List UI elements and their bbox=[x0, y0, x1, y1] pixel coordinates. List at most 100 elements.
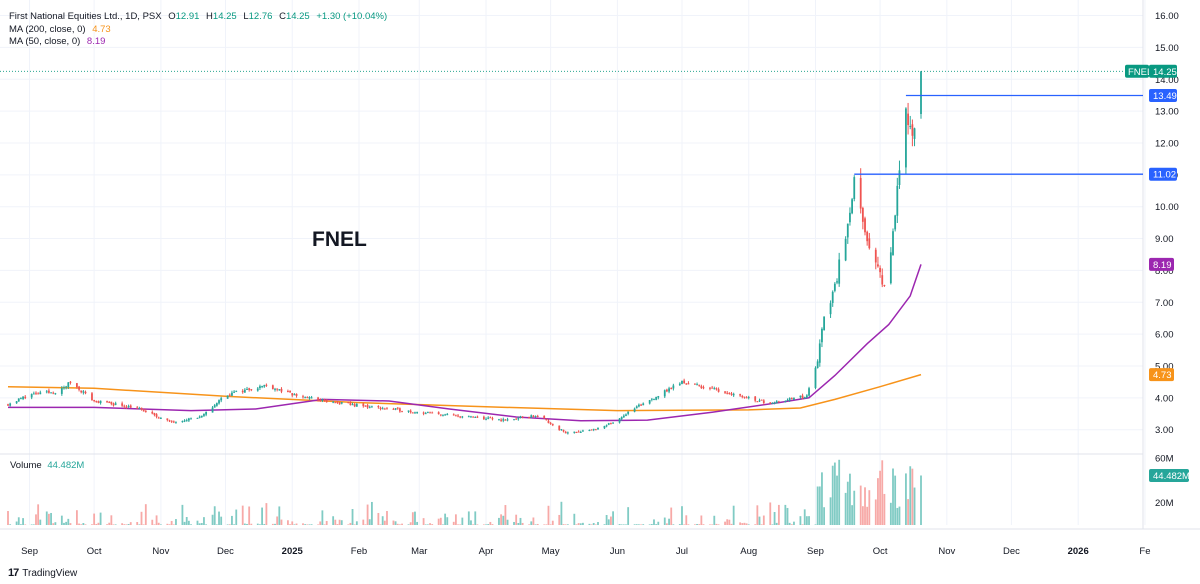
legend-row-ma50[interactable]: MA (50, close, 0) 8.19 bbox=[9, 36, 387, 49]
volume-bar bbox=[123, 524, 126, 525]
candle-body bbox=[263, 385, 266, 387]
volume-bar bbox=[181, 504, 184, 525]
candle-body bbox=[308, 397, 311, 399]
candle-body bbox=[517, 417, 520, 420]
volume-bar bbox=[334, 519, 337, 525]
time-tick-label: Sep bbox=[21, 546, 38, 557]
ma50-path bbox=[8, 264, 922, 422]
candle-body bbox=[416, 411, 419, 413]
volume-bar bbox=[310, 524, 313, 525]
candle-body bbox=[911, 124, 914, 136]
volume-bar bbox=[183, 521, 186, 525]
volume-bar bbox=[534, 524, 537, 525]
volume-bar bbox=[190, 524, 192, 525]
legend-row-symbol: First National Equities Ltd., 1D, PSX O1… bbox=[9, 11, 387, 24]
time-tick-label: Sep bbox=[807, 546, 824, 557]
candle-body bbox=[769, 402, 772, 404]
time-tick-label: 2026 bbox=[1068, 546, 1089, 557]
close-value: 14.25 bbox=[285, 11, 310, 22]
volume-bar bbox=[138, 524, 141, 525]
volume-bar bbox=[491, 524, 494, 525]
volume-bar bbox=[347, 524, 350, 525]
candle-body bbox=[424, 413, 427, 415]
candle-body bbox=[685, 383, 688, 385]
volume-bar bbox=[745, 523, 748, 525]
candle-body bbox=[93, 400, 96, 402]
volume-bar bbox=[30, 524, 33, 525]
volume-bar bbox=[319, 521, 322, 525]
volume-bar bbox=[20, 524, 22, 525]
volume-bar bbox=[144, 504, 147, 525]
volume-bar bbox=[877, 478, 879, 525]
candle-body bbox=[610, 423, 612, 425]
volume-legend[interactable]: Volume 44.482M bbox=[10, 460, 84, 471]
candle-body bbox=[803, 397, 806, 399]
volume-bar bbox=[398, 524, 401, 525]
candle-body bbox=[127, 406, 130, 408]
candle-body bbox=[756, 401, 759, 403]
volume-tick-label: 20M bbox=[1155, 498, 1174, 509]
candle-body bbox=[362, 403, 365, 407]
volume-bar bbox=[687, 524, 690, 525]
candle-body bbox=[696, 384, 698, 386]
candle-body bbox=[125, 406, 128, 408]
legend-row-ma200[interactable]: MA (200, close, 0) 4.73 bbox=[9, 24, 387, 37]
volume-bar bbox=[879, 470, 881, 525]
volume-tick-label: 60M bbox=[1155, 454, 1174, 465]
volume-bar bbox=[241, 505, 244, 525]
volume-bar bbox=[452, 521, 455, 525]
volume-bar bbox=[472, 524, 475, 525]
candle-body bbox=[99, 400, 102, 404]
candle-body bbox=[319, 400, 322, 402]
volume-bar bbox=[110, 515, 113, 525]
candle-body bbox=[543, 415, 546, 419]
volume-bar bbox=[638, 524, 640, 525]
candle-body bbox=[332, 401, 335, 403]
chart-grid bbox=[0, 0, 1200, 530]
candle-body bbox=[323, 399, 326, 401]
volume-bar bbox=[513, 521, 515, 525]
volume-bar bbox=[702, 524, 705, 525]
candle-body bbox=[321, 399, 324, 401]
candle-body bbox=[655, 396, 658, 400]
candle-body bbox=[622, 415, 625, 418]
footer-brand[interactable]: 17 TradingView bbox=[8, 567, 77, 579]
candle-body bbox=[588, 429, 591, 431]
candle-body bbox=[422, 412, 425, 414]
volume-bar bbox=[82, 522, 85, 525]
candle-body bbox=[457, 415, 459, 417]
volume-bar bbox=[407, 524, 410, 525]
candle-body bbox=[545, 418, 548, 421]
volume-bar bbox=[196, 520, 199, 525]
price-tick-label: 3.00 bbox=[1155, 425, 1174, 436]
volume-bar bbox=[263, 524, 266, 525]
candle-body bbox=[467, 416, 470, 418]
candle-body bbox=[907, 113, 909, 126]
candle-body bbox=[851, 199, 853, 214]
volume-bar bbox=[528, 524, 531, 525]
candle-body bbox=[883, 285, 886, 287]
candle-body bbox=[612, 422, 614, 424]
volume-bar bbox=[424, 524, 427, 525]
high-value: 14.25 bbox=[212, 11, 237, 22]
volume-bar bbox=[868, 490, 871, 525]
volume-bar bbox=[657, 521, 660, 525]
volume-bar bbox=[788, 522, 791, 525]
volume-bar bbox=[248, 506, 251, 525]
candle-body bbox=[868, 238, 871, 249]
candle-body bbox=[256, 388, 259, 391]
volume-bar bbox=[60, 515, 63, 525]
candle-body bbox=[411, 412, 414, 414]
candle-body bbox=[381, 408, 384, 410]
symbol-tag-text: FNEL bbox=[1128, 67, 1152, 78]
candle-body bbox=[168, 420, 171, 422]
volume-bar bbox=[99, 512, 102, 525]
volume-bar bbox=[713, 515, 716, 525]
candle-body bbox=[95, 400, 98, 402]
volume-bar bbox=[741, 523, 744, 525]
volume-bar bbox=[409, 522, 412, 525]
volume-bar bbox=[442, 524, 444, 525]
candle-body bbox=[777, 401, 780, 403]
volume-bar bbox=[444, 513, 447, 525]
